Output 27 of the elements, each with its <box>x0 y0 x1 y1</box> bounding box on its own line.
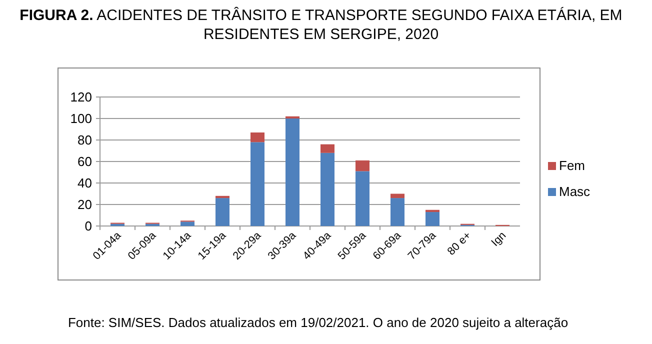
chart-title: FIGURA 2. ACIDENTES DE TRÂNSITO E TRANSPORTE SEGUNDO FAIXA ETÁRIA, EM RESIDENTES EM SERGIPE, 2020 <box>20 6 622 43</box>
y-tick-label: 0 <box>84 218 92 234</box>
bar <box>356 171 370 226</box>
bar <box>180 222 194 226</box>
legend-label: Masc <box>559 184 591 199</box>
bar <box>320 152 334 226</box>
bar <box>390 194 404 198</box>
y-tick-label: 60 <box>78 154 92 170</box>
bar <box>216 198 230 226</box>
x-tick-label: Ign <box>489 230 509 249</box>
legend-label: Fem <box>559 158 585 173</box>
bar <box>426 210 440 212</box>
source-note: Fonte: SIM/SES. Dados atualizados em 19/02/2021. O ano de 2020 sujeito a alteração <box>68 315 568 330</box>
bar <box>250 142 264 226</box>
bar <box>216 196 230 198</box>
bar <box>426 212 440 226</box>
bar <box>286 118 300 226</box>
bar <box>356 160 370 172</box>
bar <box>320 144 334 153</box>
bar <box>250 132 264 142</box>
bar <box>390 198 404 226</box>
y-tick-label: 120 <box>70 90 92 105</box>
y-tick-label: 40 <box>78 176 92 191</box>
y-tick-label: 80 <box>78 132 92 148</box>
x-tick-label: 80 e+ <box>445 230 474 258</box>
y-tick-label: 20 <box>78 197 92 212</box>
y-tick-label: 100 <box>70 111 92 126</box>
